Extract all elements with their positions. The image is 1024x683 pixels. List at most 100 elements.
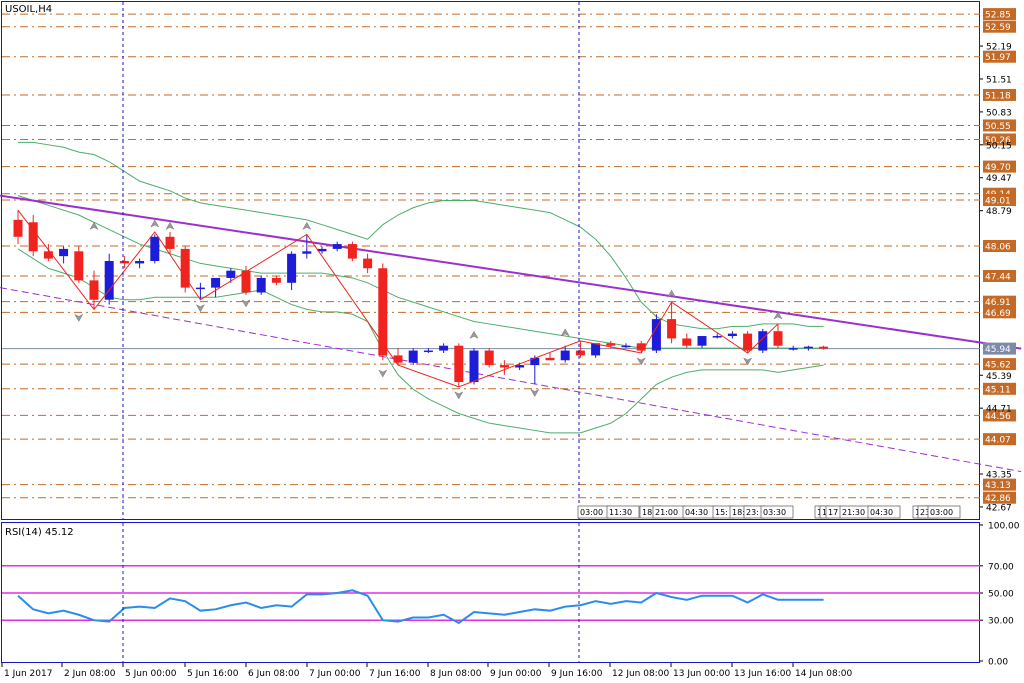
level-tag bbox=[983, 306, 1016, 319]
candle-body bbox=[515, 365, 525, 368]
zigzag-line bbox=[17, 209, 779, 388]
candle-body bbox=[13, 219, 23, 237]
candle-body bbox=[59, 248, 69, 257]
candle-body bbox=[28, 222, 38, 252]
level-label: 45.11 bbox=[985, 385, 1011, 395]
candle-body bbox=[195, 287, 205, 290]
fractal-down-arrow bbox=[74, 313, 84, 322]
candle-body bbox=[545, 357, 555, 361]
rsi-tick-label: 70.00 bbox=[988, 562, 1014, 572]
level-tag bbox=[983, 409, 1016, 422]
candle-body bbox=[347, 244, 357, 259]
level-label: 51.18 bbox=[985, 91, 1011, 101]
y-tick-label: 48.79 bbox=[986, 207, 1012, 217]
fractal-down-arrow bbox=[636, 357, 646, 366]
time-tag-box bbox=[867, 505, 901, 519]
time-tag-label: 03:30 bbox=[763, 508, 786, 517]
rsi-tick-label: 50.00 bbox=[988, 590, 1014, 600]
level-label: 49.01 bbox=[985, 197, 1011, 207]
fractal-down-arrow bbox=[195, 304, 206, 313]
fractal-up-arrow bbox=[666, 289, 677, 298]
rsi-period-separators bbox=[122, 523, 580, 663]
x-tick-label: 6 Jun 08:00 bbox=[248, 669, 300, 679]
level-tag bbox=[983, 358, 1016, 371]
level-label: 43.13 bbox=[985, 481, 1011, 491]
candle-body bbox=[697, 336, 707, 346]
time-tag-box bbox=[927, 505, 961, 519]
level-label: 45.62 bbox=[985, 361, 1011, 371]
candle-body bbox=[378, 268, 388, 356]
bollinger-upper bbox=[18, 141, 824, 330]
candle-body bbox=[89, 280, 99, 300]
current-price-label: 45.94 bbox=[985, 345, 1011, 355]
level-label: 50.26 bbox=[985, 136, 1011, 146]
candle-body bbox=[256, 277, 266, 293]
candle-body bbox=[393, 355, 403, 363]
time-tag-label: 23: bbox=[920, 508, 933, 517]
candle-body bbox=[180, 248, 190, 288]
candle-body bbox=[606, 343, 616, 346]
candle-body bbox=[454, 345, 464, 383]
x-tick-label: 13 Jun 16:00 bbox=[734, 669, 791, 679]
trend-line-dashed bbox=[0, 287, 1022, 473]
level-tag bbox=[983, 50, 1016, 63]
time-axis: 1 Jun 2017 2 Jun 08:00 5 Jun 00:00 5 Jun 16… bbox=[1, 663, 852, 679]
trend-lines bbox=[0, 194, 1022, 473]
time-tag-label: 11:30 bbox=[609, 508, 632, 517]
candle-body bbox=[150, 236, 160, 261]
candle-body bbox=[636, 343, 646, 351]
fractal-down-arrow bbox=[378, 369, 388, 378]
level-tag bbox=[983, 194, 1016, 207]
fractals bbox=[74, 219, 783, 400]
rsi-tick-label: 0.00 bbox=[988, 658, 1008, 668]
x-tick-label: 14 Jun 08:00 bbox=[795, 669, 852, 679]
rsi-axis: 100.00 70.00 50.00 30.00 0.00 bbox=[980, 522, 1020, 668]
fractal-up-arrow bbox=[469, 330, 479, 339]
level-tag bbox=[983, 8, 1016, 21]
candle-body bbox=[621, 345, 631, 348]
candle-body bbox=[241, 270, 251, 293]
candle-body bbox=[408, 350, 418, 363]
candle-body bbox=[484, 350, 494, 366]
x-tick-label: 7 Jun 00:00 bbox=[309, 669, 361, 679]
candle-body bbox=[469, 350, 479, 383]
rsi-tick-label: 100.00 bbox=[988, 522, 1020, 532]
time-tag-label: 04:30 bbox=[685, 508, 708, 517]
time-tag-label: 23: bbox=[746, 508, 759, 517]
x-tick-label: 7 Jun 16:00 bbox=[369, 669, 421, 679]
x-tick-label: 13 Jun 00:00 bbox=[673, 669, 730, 679]
y-tick-label: 49.47 bbox=[986, 174, 1012, 184]
time-tag-label: 15: bbox=[715, 508, 728, 517]
level-label: 47.44 bbox=[985, 273, 1011, 283]
candle-body bbox=[104, 261, 114, 300]
trend-line-solid bbox=[0, 194, 1022, 350]
price-panel: 03:00 11:30 18: 21:00 04:30 15: 18: 23: 03:30 1 1 1… bbox=[0, 1, 1022, 520]
candle-body bbox=[667, 319, 677, 339]
main-chart-title: USOIL,H4 bbox=[5, 4, 52, 15]
rsi-polyline bbox=[17, 589, 824, 625]
x-tick-label: 5 Jun 00:00 bbox=[125, 669, 177, 679]
candle-body bbox=[727, 333, 737, 337]
level-label: 49.70 bbox=[985, 163, 1011, 173]
time-tag-label: 18: bbox=[642, 508, 655, 517]
y-tick-label: 50.15 bbox=[986, 141, 1012, 151]
candle-body bbox=[439, 345, 449, 351]
fractal-down-arrow bbox=[742, 357, 753, 366]
candle-body bbox=[332, 244, 342, 249]
candle-body bbox=[271, 277, 281, 283]
x-tick-label: 1 Jun 2017 bbox=[4, 669, 52, 679]
candle-body bbox=[226, 270, 236, 278]
price-panel-border bbox=[1, 1, 980, 520]
candle-body bbox=[803, 346, 813, 349]
fractal-down-arrow bbox=[454, 391, 464, 400]
candle-body bbox=[530, 357, 540, 366]
candle-body bbox=[211, 277, 221, 288]
level-tag bbox=[983, 133, 1016, 146]
fractal-up-arrow bbox=[89, 221, 99, 230]
level-label: 52.85 bbox=[985, 11, 1011, 21]
time-tag-label: 03:00 bbox=[930, 508, 953, 517]
time-tag-label: 21:30 bbox=[842, 508, 865, 517]
y-tick-label: 44.71 bbox=[986, 405, 1012, 415]
candle-body bbox=[651, 319, 661, 351]
